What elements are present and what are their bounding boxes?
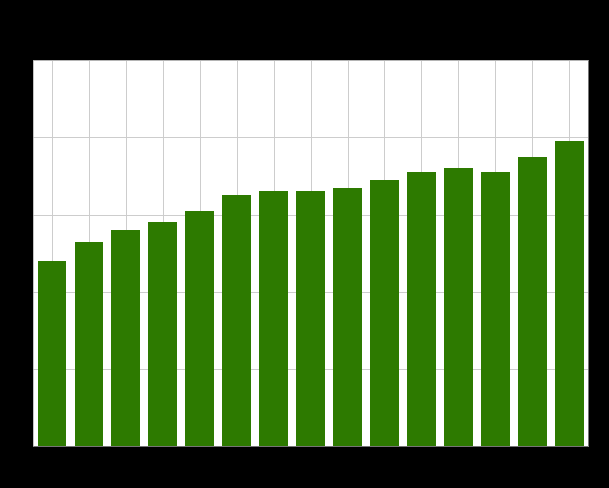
Bar: [444, 169, 473, 447]
Bar: [296, 192, 325, 447]
Bar: [518, 157, 547, 447]
Bar: [555, 142, 583, 447]
Bar: [370, 181, 399, 447]
Bar: [149, 223, 177, 447]
Bar: [333, 188, 362, 447]
Bar: [38, 262, 66, 447]
Bar: [111, 231, 140, 447]
Bar: [481, 173, 510, 447]
Bar: [185, 211, 214, 447]
Bar: [407, 173, 436, 447]
Bar: [74, 242, 104, 447]
Bar: [222, 196, 251, 447]
Bar: [259, 192, 288, 447]
